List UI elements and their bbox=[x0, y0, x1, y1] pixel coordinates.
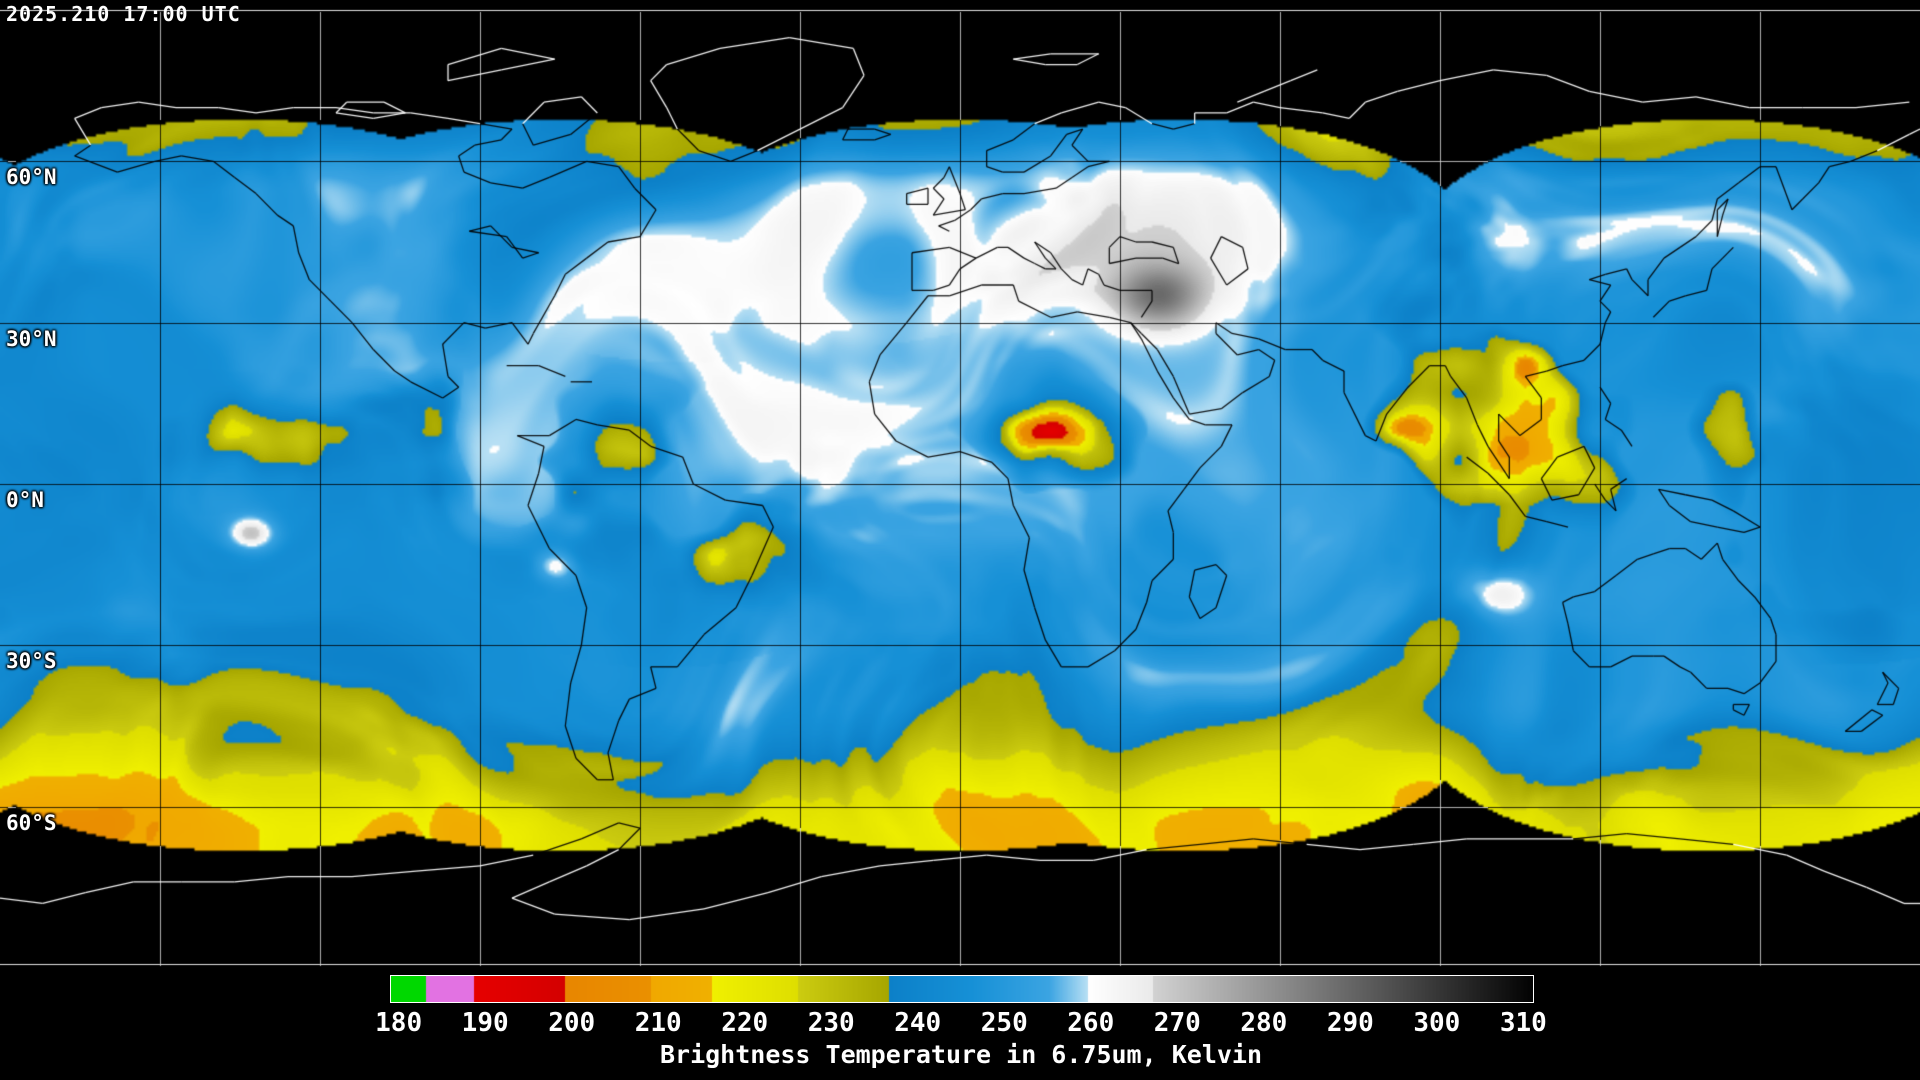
colorbar-tick: 190 bbox=[461, 1008, 509, 1038]
lat-label: 60°S bbox=[6, 810, 57, 835]
colorbar-tick: 210 bbox=[634, 1008, 682, 1038]
colorbar-title: Brightness Temperature in 6.75um, Kelvin bbox=[659, 1040, 1263, 1069]
colorbar-tick: 180 bbox=[375, 1008, 423, 1038]
colorbar-tick: 220 bbox=[721, 1008, 769, 1038]
lat-label: 30°N bbox=[6, 326, 57, 351]
colorbar-tick: 250 bbox=[980, 1008, 1028, 1038]
colorbar-tick: 240 bbox=[894, 1008, 942, 1038]
colorbar-canvas bbox=[391, 976, 1533, 1002]
lat-label: 60°N bbox=[6, 165, 57, 190]
lat-label: 0°N bbox=[6, 488, 44, 512]
colorbar-tick: 260 bbox=[1067, 1008, 1115, 1038]
map-canvas bbox=[0, 0, 1920, 968]
colorbar bbox=[390, 975, 1534, 1003]
colorbar-tick: 290 bbox=[1326, 1008, 1374, 1038]
timestamp: 2025.210 17:00 UTC bbox=[6, 2, 241, 26]
colorbar-tick: 200 bbox=[548, 1008, 596, 1038]
colorbar-tick: 310 bbox=[1499, 1008, 1547, 1038]
colorbar-tick: 280 bbox=[1240, 1008, 1288, 1038]
colorbar-tick: 230 bbox=[807, 1008, 855, 1038]
colorbar-tick: 270 bbox=[1153, 1008, 1201, 1038]
colorbar-tick: 300 bbox=[1413, 1008, 1461, 1038]
lat-label: 30°S bbox=[6, 649, 57, 674]
